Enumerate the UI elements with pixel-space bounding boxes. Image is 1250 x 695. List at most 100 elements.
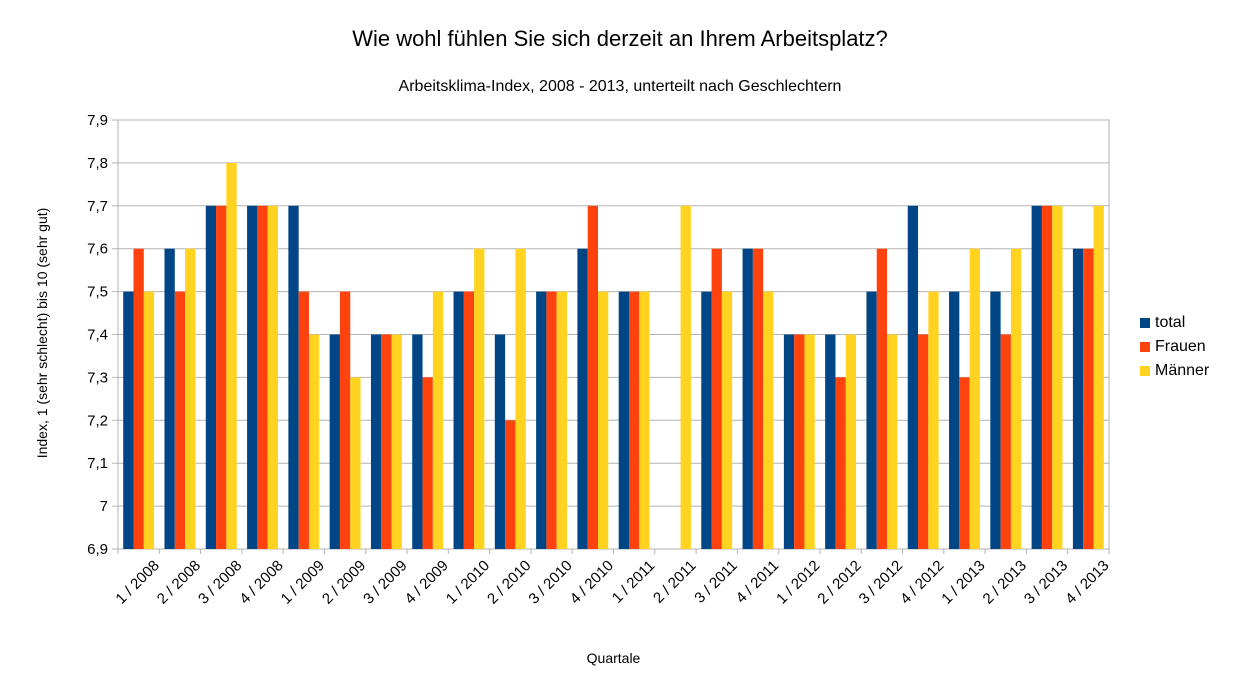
x-tick-label: 2 / 2013 [980,557,1030,607]
bar-frauen [628,291,640,549]
bar-total [701,291,712,549]
bar-total [1031,205,1042,550]
x-tick-label: 3 / 2009 [360,557,410,607]
bar-frauen [298,291,309,549]
x-tick-label: 4 / 2010 [567,557,617,607]
bar-frauen [546,291,557,549]
legend-swatch-maenner [1140,366,1150,376]
x-tick-label: 1 / 2013 [938,557,988,607]
bar-total [825,334,836,549]
bar-frauen [752,248,764,549]
bar-total [742,248,753,549]
x-tick-label: 4 / 2008 [236,557,286,607]
legend-swatch-total [1140,318,1150,328]
bar-frauen [339,291,351,549]
x-tick-label: 3 / 2010 [525,557,575,607]
x-tick-label: 2 / 2009 [319,557,369,607]
x-tick-label: 3 / 2013 [1021,557,1071,607]
bar-total [453,291,464,549]
bar-frauen [1083,248,1094,549]
bar-frauen [959,377,970,549]
bar-maenner [432,291,444,549]
bar-maenner [267,205,278,550]
bar-maenner [928,291,939,549]
bar-maenner [598,291,609,549]
bar-maenner [763,291,774,549]
legend-label-maenner: Männer [1155,362,1210,379]
bar-maenner [804,334,815,549]
bar-maenner [887,334,898,549]
bar-maenner [556,291,568,549]
bar-frauen [257,205,268,550]
bar-total [247,205,258,550]
x-tick-label: 1 / 2008 [112,557,162,607]
x-tick-label: 4 / 2011 [733,557,783,607]
y-tick-label: 7,7 [87,198,108,215]
bar-total [618,291,629,549]
bar-maenner [143,291,155,549]
bar-frauen [381,334,392,549]
bar-frauen [1000,334,1011,549]
bar-maenner [474,248,485,549]
y-tick-label: 6,9 [87,541,108,558]
legend-item-maenner: Männer [1140,359,1209,383]
y-tick-label: 7,6 [87,241,108,258]
bar-frauen [133,248,144,549]
y-tick-label: 7,3 [87,369,108,386]
bar-maenner [1093,205,1104,550]
bar-total [990,291,1001,549]
y-tick-label: 7,8 [87,155,108,172]
bar-total [907,205,919,550]
y-tick-label: 7 [100,498,108,515]
bar-frauen [587,205,599,550]
bar-maenner [1010,248,1022,549]
y-tick-label: 7,1 [87,455,108,472]
bar-frauen [794,334,805,549]
bar-total [577,248,588,549]
bar-maenner [391,334,402,549]
x-tick-label: 2 / 2008 [154,557,204,607]
legend-label-frauen: Frauen [1155,338,1206,355]
legend-item-frauen: Frauen [1140,335,1209,359]
legend-swatch-frauen [1140,342,1150,352]
bar-total [370,334,382,549]
x-tick-label: 1 / 2010 [443,557,493,607]
y-tick-label: 7,9 [87,112,108,129]
bar-total [494,334,506,549]
x-tick-label: 3 / 2012 [856,557,906,607]
bar-frauen [422,377,433,549]
bar-frauen [216,205,227,550]
bar-maenner [969,248,980,549]
x-axis-label: Quartale [586,650,641,666]
bar-total [866,291,877,549]
bar-total [123,291,134,549]
bar-total [1072,248,1084,549]
bar-frauen [174,291,186,549]
bar-frauen [835,377,846,549]
y-tick-label: 7,5 [87,284,108,301]
chart-title: Wie wohl fühlen Sie sich derzeit an Ihre… [352,26,888,51]
x-tick-label: 4 / 2009 [402,557,452,607]
x-tick-label: 1 / 2011 [609,557,659,607]
bar-total [783,334,795,549]
y-tick-label: 7,2 [87,412,108,429]
legend-label-total: total [1155,314,1186,331]
bar-frauen [711,248,722,549]
x-tick-label: 1 / 2012 [773,557,823,607]
bar-total [412,334,423,549]
bar-frauen [463,291,475,549]
x-tick-label: 2 / 2010 [484,557,534,607]
bar-frauen [876,248,888,549]
legend: total Frauen Männer [1140,311,1209,383]
x-tick-label: 4 / 2013 [1062,557,1112,607]
bar-maenner [639,291,650,549]
bar-maenner [721,291,733,549]
bar-maenner [185,248,196,549]
bar-frauen [505,420,516,549]
x-tick-label: 4 / 2012 [897,557,947,607]
bar-total [288,205,299,550]
bar-maenner [845,334,857,549]
bar-maenner [515,248,526,549]
x-tick-label: 1 / 2009 [278,557,328,607]
